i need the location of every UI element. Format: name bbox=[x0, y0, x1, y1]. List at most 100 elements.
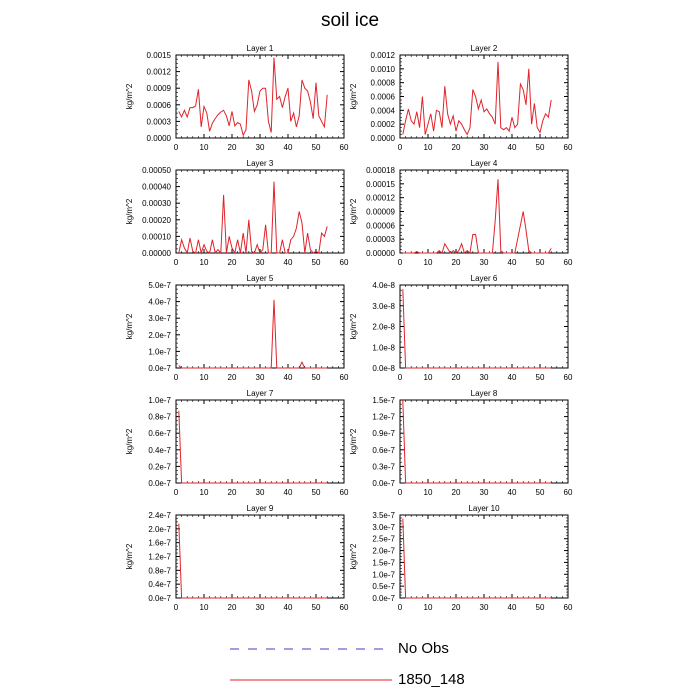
x-tick-label: 20 bbox=[452, 143, 461, 152]
figure-title: soil ice bbox=[320, 10, 380, 31]
x-tick-label: 0 bbox=[398, 373, 403, 382]
x-tick-label: 40 bbox=[284, 603, 293, 612]
series-line-1850_148 bbox=[402, 61, 552, 136]
y-tick-label: 0.9e-7 bbox=[372, 429, 395, 438]
y-tick-label: 0.0015 bbox=[147, 51, 172, 60]
plot-frame bbox=[399, 54, 569, 139]
panel-layer-6: Layer 6 kg/m^2 0 10 20 30 40 50 60 0.0e-8 1.0e-8 2.… bbox=[349, 274, 573, 382]
x-tick-label: 60 bbox=[564, 488, 573, 497]
panel-layer-7: Layer 7 kg/m^2 0 10 20 30 40 50 60 0.0e-7 0.2e-7 0.… bbox=[125, 389, 349, 497]
y-tick-label: 0.0009 bbox=[147, 84, 172, 93]
x-tick-label: 10 bbox=[424, 258, 433, 267]
x-tick-label: 20 bbox=[228, 488, 237, 497]
plot-frame bbox=[399, 399, 569, 484]
y-tick-label: 0.0e-7 bbox=[148, 594, 171, 603]
legend-label-1850-148: 1850_148 bbox=[398, 671, 465, 688]
series-line-1850_148 bbox=[178, 57, 328, 137]
x-tick-label: 30 bbox=[256, 143, 265, 152]
y-tick-label: 4.0e-7 bbox=[148, 298, 171, 307]
x-tick-label: 30 bbox=[256, 373, 265, 382]
x-tick-label: 30 bbox=[256, 488, 265, 497]
y-tick-label: 0.4e-7 bbox=[148, 580, 171, 589]
x-tick-label: 20 bbox=[228, 373, 237, 382]
y-tick-label: 0.0e-7 bbox=[372, 479, 395, 488]
series-line-1850_148 bbox=[178, 410, 328, 484]
x-tick-label: 60 bbox=[340, 258, 349, 267]
x-tick-label: 20 bbox=[228, 143, 237, 152]
series-line-1850_148 bbox=[178, 523, 328, 599]
x-tick-label: 60 bbox=[340, 143, 349, 152]
x-tick-label: 20 bbox=[452, 258, 461, 267]
y-axis-label: kg/m^2 bbox=[349, 198, 358, 224]
y-axis-label: kg/m^2 bbox=[349, 313, 358, 339]
x-tick-label: 20 bbox=[452, 373, 461, 382]
y-tick-label: 3.0e-8 bbox=[372, 302, 395, 311]
y-tick-label: 2.0e-7 bbox=[148, 331, 171, 340]
plot-frame bbox=[399, 514, 569, 599]
y-axis-label: kg/m^2 bbox=[349, 428, 358, 454]
y-tick-label: 0.00009 bbox=[366, 208, 395, 217]
plot-frame bbox=[175, 284, 345, 369]
y-tick-label: 0.00015 bbox=[366, 180, 395, 189]
y-tick-label: 4.0e-8 bbox=[372, 281, 395, 290]
x-tick-label: 50 bbox=[536, 143, 545, 152]
y-tick-label: 1.0e-7 bbox=[148, 396, 171, 405]
y-tick-label: 0.0003 bbox=[147, 117, 172, 126]
y-tick-label: 1.6e-7 bbox=[148, 539, 171, 548]
y-tick-label: 0.00010 bbox=[142, 232, 171, 241]
x-tick-label: 50 bbox=[312, 488, 321, 497]
plot-frame bbox=[399, 169, 569, 254]
y-axis-label: kg/m^2 bbox=[125, 428, 134, 454]
y-tick-label: 0.0004 bbox=[371, 106, 396, 115]
panel-layer-2: Layer 2 kg/m^2 0 10 20 30 40 50 60 0.0000 0.0002 0.… bbox=[349, 44, 573, 152]
y-tick-label: 1.2e-7 bbox=[148, 553, 171, 562]
y-tick-label: 1.5e-7 bbox=[372, 558, 395, 567]
y-tick-label: 0.0000 bbox=[371, 134, 396, 143]
plot-frame bbox=[399, 284, 569, 369]
series-line-1850_148 bbox=[178, 181, 328, 255]
x-tick-label: 40 bbox=[284, 143, 293, 152]
y-tick-label: 0.0008 bbox=[371, 79, 396, 88]
y-tick-label: 0.0006 bbox=[147, 101, 172, 110]
y-tick-label: 2.5e-7 bbox=[372, 535, 395, 544]
y-tick-label: 0.4e-7 bbox=[148, 446, 171, 455]
x-tick-label: 40 bbox=[284, 373, 293, 382]
y-tick-label: 0.2e-7 bbox=[148, 462, 171, 471]
panel-title: Layer 5 bbox=[247, 274, 274, 283]
y-tick-label: 0.00012 bbox=[366, 194, 395, 203]
y-axis-label: kg/m^2 bbox=[125, 83, 134, 109]
y-tick-label: 0.00018 bbox=[366, 166, 395, 175]
panel-title: Layer 4 bbox=[471, 159, 498, 168]
y-tick-label: 0.0012 bbox=[147, 68, 172, 77]
x-tick-label: 0 bbox=[398, 258, 403, 267]
y-tick-label: 0.0006 bbox=[371, 93, 396, 102]
panel-layer-1: Layer 1 kg/m^2 0 10 20 30 40 50 60 0.0000 0.0003 0.… bbox=[125, 44, 349, 152]
x-tick-label: 10 bbox=[424, 603, 433, 612]
x-tick-label: 60 bbox=[340, 488, 349, 497]
x-tick-label: 10 bbox=[424, 373, 433, 382]
y-tick-label: 5.0e-7 bbox=[148, 281, 171, 290]
x-tick-label: 60 bbox=[564, 603, 573, 612]
y-tick-label: 1.0e-7 bbox=[372, 570, 395, 579]
series-line-1850_148 bbox=[402, 289, 552, 369]
x-tick-label: 50 bbox=[536, 258, 545, 267]
y-tick-label: 0.0e-7 bbox=[372, 594, 395, 603]
y-axis-label: kg/m^2 bbox=[349, 543, 358, 569]
y-tick-label: 0.00000 bbox=[366, 249, 395, 258]
y-tick-label: 3.0e-7 bbox=[148, 314, 171, 323]
x-tick-label: 40 bbox=[508, 373, 517, 382]
x-tick-label: 10 bbox=[200, 143, 209, 152]
y-axis-label: kg/m^2 bbox=[349, 83, 358, 109]
y-tick-label: 0.0e-8 bbox=[372, 364, 395, 373]
x-tick-label: 60 bbox=[564, 373, 573, 382]
y-tick-label: 0.8e-7 bbox=[148, 413, 171, 422]
x-tick-label: 0 bbox=[174, 488, 179, 497]
y-tick-label: 2.0e-7 bbox=[148, 525, 171, 534]
x-tick-label: 30 bbox=[256, 258, 265, 267]
plot-frame bbox=[175, 169, 345, 254]
panel-title: Layer 1 bbox=[247, 44, 274, 53]
y-axis-label: kg/m^2 bbox=[125, 543, 134, 569]
x-tick-label: 60 bbox=[564, 258, 573, 267]
y-tick-label: 0.0012 bbox=[371, 51, 396, 60]
